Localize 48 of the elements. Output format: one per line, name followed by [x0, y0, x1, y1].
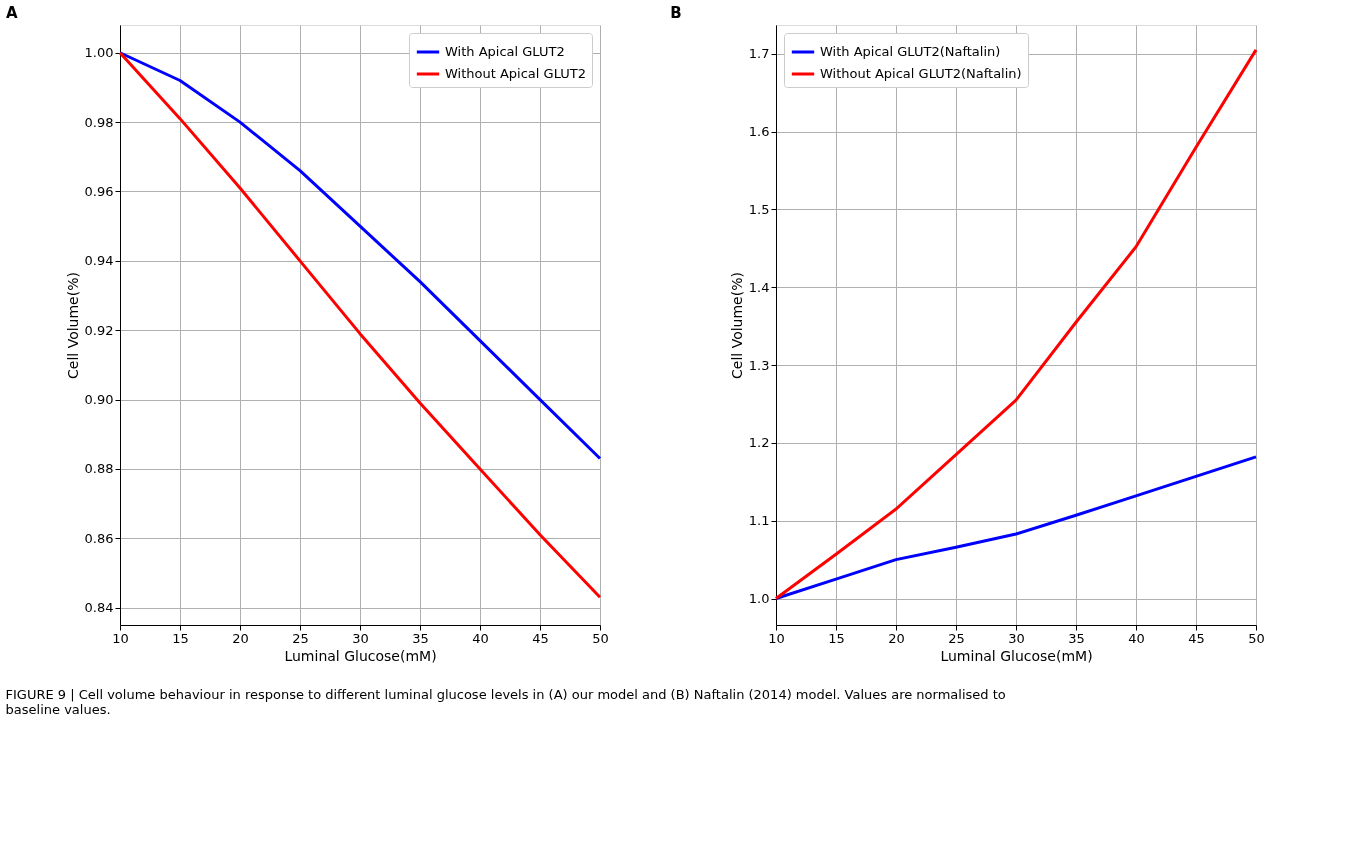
- chart-title: A: [6, 4, 19, 22]
- x-axis-title: Luminal Glucose(mM): [940, 647, 1093, 664]
- x-tick-label: 25: [948, 630, 965, 646]
- y-tick-label: 1.1: [748, 513, 770, 529]
- x-tick-label: 15: [172, 630, 189, 646]
- y-tick-label: 0.86: [84, 530, 114, 546]
- chart-title: B: [670, 4, 682, 22]
- legend-label: Without Apical GLUT2(Naftalin): [820, 66, 1022, 81]
- x-tick-label: 20: [232, 630, 249, 646]
- x-tick-label: 40: [1128, 630, 1145, 646]
- legend-label: With Apical GLUT2: [445, 44, 565, 59]
- x-tick-label: 10: [112, 630, 129, 646]
- x-tick-label: 20: [888, 630, 905, 646]
- y-tick-label: 1.00: [84, 45, 114, 61]
- x-tick-label: 30: [352, 630, 369, 646]
- y-tick-label: 0.88: [84, 461, 114, 477]
- x-tick-label: 45: [1188, 630, 1205, 646]
- line-series: [774, 48, 1258, 601]
- y-tick-label: 0.90: [84, 392, 114, 408]
- y-tick-label: 0.84: [84, 600, 114, 616]
- y-axis-title: Cell Volume(%): [728, 272, 745, 379]
- caption: FIGURE 9 | Cell volume behaviour in response to different luminal glucose levels in (A) our model and (B) Naftalin (2014) model. Values are normalised to baseline values.: [5, 686, 1006, 717]
- x-tick-label: 30: [1008, 630, 1025, 646]
- y-tick-label: 1.5: [748, 201, 770, 217]
- y-tick-label: 0.92: [84, 322, 114, 338]
- y-tick-label: 1.6: [748, 124, 770, 140]
- legend-label: Without Apical GLUT2: [445, 66, 586, 81]
- x-tick-label: 25: [292, 630, 309, 646]
- y-tick-label: 1.2: [748, 435, 770, 451]
- line-series: [774, 455, 1258, 601]
- x-axis-title: Luminal Glucose(mM): [284, 647, 437, 664]
- x-tick-label: 45: [532, 630, 549, 646]
- y-tick-label: 0.96: [84, 183, 114, 199]
- x-tick-label: 10: [768, 630, 785, 646]
- y-tick-label: 1.3: [748, 357, 770, 373]
- y-tick-label: 0.94: [84, 253, 114, 269]
- y-axis-title: Cell Volume(%): [64, 272, 81, 379]
- x-tick-label: 35: [412, 630, 429, 646]
- x-tick-label: 40: [472, 630, 489, 646]
- legend-label: With Apical GLUT2(Naftalin): [820, 44, 1001, 59]
- x-tick-label: 35: [1068, 630, 1085, 646]
- x-tick-label: 50: [592, 630, 609, 646]
- y-tick-label: 1.4: [748, 279, 770, 295]
- y-tick-label: 0.98: [84, 114, 114, 130]
- x-tick-label: 15: [828, 630, 845, 646]
- x-tick-label: 50: [1248, 630, 1265, 646]
- y-tick-label: 1.7: [748, 46, 770, 62]
- y-tick-label: 1.0: [748, 591, 770, 607]
